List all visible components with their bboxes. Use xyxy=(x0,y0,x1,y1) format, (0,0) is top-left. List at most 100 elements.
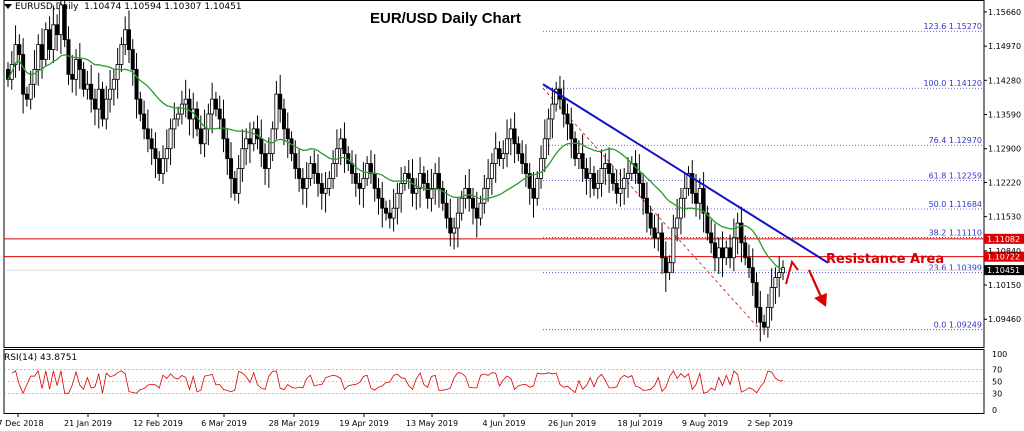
candle-body xyxy=(724,247,729,259)
candle-body xyxy=(505,138,510,155)
symbol-name: EURUSD,Daily xyxy=(15,2,79,12)
candle-body xyxy=(62,4,67,41)
candle-body xyxy=(281,108,286,130)
current-price-tag xyxy=(984,265,1024,276)
candle-body xyxy=(149,138,154,150)
rsi-line xyxy=(11,369,784,395)
candle-body xyxy=(512,128,517,145)
candle-body xyxy=(274,93,279,130)
candle-body xyxy=(705,212,710,234)
candle-body xyxy=(232,178,237,194)
fib-level-label: 76.4 1.12970 xyxy=(929,136,982,145)
candle-body xyxy=(92,98,97,110)
candle-body xyxy=(622,178,627,189)
candle-body xyxy=(251,128,256,145)
candle-body xyxy=(731,237,736,259)
rsi-tick-label: 30 xyxy=(992,389,1002,398)
candle-body xyxy=(777,272,782,278)
candle-body xyxy=(47,29,52,50)
candle-body xyxy=(641,183,646,199)
candle-body xyxy=(399,183,404,194)
y-tick-label: 1.10840 xyxy=(988,247,1021,256)
y-tick-label: 1.14970 xyxy=(988,42,1021,51)
fib-level-label: 123.6 1.15270 xyxy=(923,22,982,31)
x-tick-label: 4 Jun 2019 xyxy=(482,419,525,428)
rsi-label: RSI(14) 43.8751 xyxy=(4,353,78,363)
candle-body xyxy=(210,98,215,115)
candle-body xyxy=(523,163,528,174)
rsi-tick-label: 0 xyxy=(992,406,997,415)
candle-body xyxy=(497,148,502,160)
candle-body xyxy=(667,262,672,274)
candle-body xyxy=(410,178,415,194)
candle-body xyxy=(115,64,120,80)
candle-body xyxy=(414,187,419,194)
candle-body xyxy=(157,158,162,174)
candle-body xyxy=(660,232,665,259)
candle-body xyxy=(663,257,668,274)
y-tick-label: 1.13590 xyxy=(988,111,1021,120)
y-tick-label: 1.15660 xyxy=(988,8,1021,17)
candle-body xyxy=(603,163,608,169)
x-tick-label: 18 Jul 2019 xyxy=(617,419,662,428)
candle-body xyxy=(153,148,158,160)
candle-body xyxy=(187,98,192,120)
candle-body xyxy=(701,187,706,214)
candle-body xyxy=(202,128,207,145)
candle-body xyxy=(255,128,260,140)
candle-body xyxy=(644,197,649,214)
x-tick-label: 21 Jan 2019 xyxy=(64,419,112,428)
candle-body xyxy=(51,24,56,50)
candle-body xyxy=(304,178,309,189)
candle-body xyxy=(319,183,324,194)
candle-body xyxy=(626,173,631,179)
candle-body xyxy=(452,227,457,234)
candle-body xyxy=(765,306,770,328)
candle-body xyxy=(236,168,241,194)
candle-body xyxy=(455,212,460,229)
candle-body xyxy=(179,103,184,115)
candle-body xyxy=(327,178,332,189)
chart-title: EUR/USD Daily Chart xyxy=(370,10,521,27)
symbol-info: EURUSD,Daily 1.10474 1.10594 1.10307 1.1… xyxy=(4,2,242,12)
candle-body xyxy=(85,83,90,90)
candle-body xyxy=(433,173,438,189)
candle-body xyxy=(119,44,124,65)
candle-body xyxy=(467,187,472,199)
candle-body xyxy=(694,192,699,204)
candle-body xyxy=(123,29,128,46)
candle-body xyxy=(278,93,283,110)
candle-body xyxy=(501,153,506,160)
dropdown-triangle-icon[interactable] xyxy=(4,4,12,9)
candle-body xyxy=(474,207,479,219)
candle-body xyxy=(134,69,139,100)
candle-body xyxy=(520,153,525,164)
candle-body xyxy=(247,138,252,145)
candle-body xyxy=(308,163,313,179)
candle-body xyxy=(28,83,33,100)
candle-body xyxy=(546,118,551,140)
candle-body xyxy=(527,173,532,189)
candle-body xyxy=(697,187,702,204)
candle-body xyxy=(709,232,714,244)
candle-body xyxy=(40,44,45,60)
candle-body xyxy=(535,178,540,199)
candle-body xyxy=(43,29,48,60)
candle-body xyxy=(739,222,744,244)
candle-body xyxy=(743,242,748,259)
fib-diagonal-line xyxy=(542,87,761,330)
candle-body xyxy=(531,187,536,199)
candle-body xyxy=(172,118,177,130)
candle-body xyxy=(244,138,249,150)
candle-body xyxy=(77,59,82,70)
candle-body xyxy=(656,232,661,239)
candle-body xyxy=(429,187,434,199)
candle-body xyxy=(111,78,116,90)
candle-body xyxy=(259,138,264,155)
candle-body xyxy=(96,88,101,110)
candle-body xyxy=(130,49,135,70)
resistance-area-label: Resistance Area xyxy=(826,252,944,267)
candle-body xyxy=(486,178,491,189)
y-tick-label: 1.10150 xyxy=(988,281,1021,290)
